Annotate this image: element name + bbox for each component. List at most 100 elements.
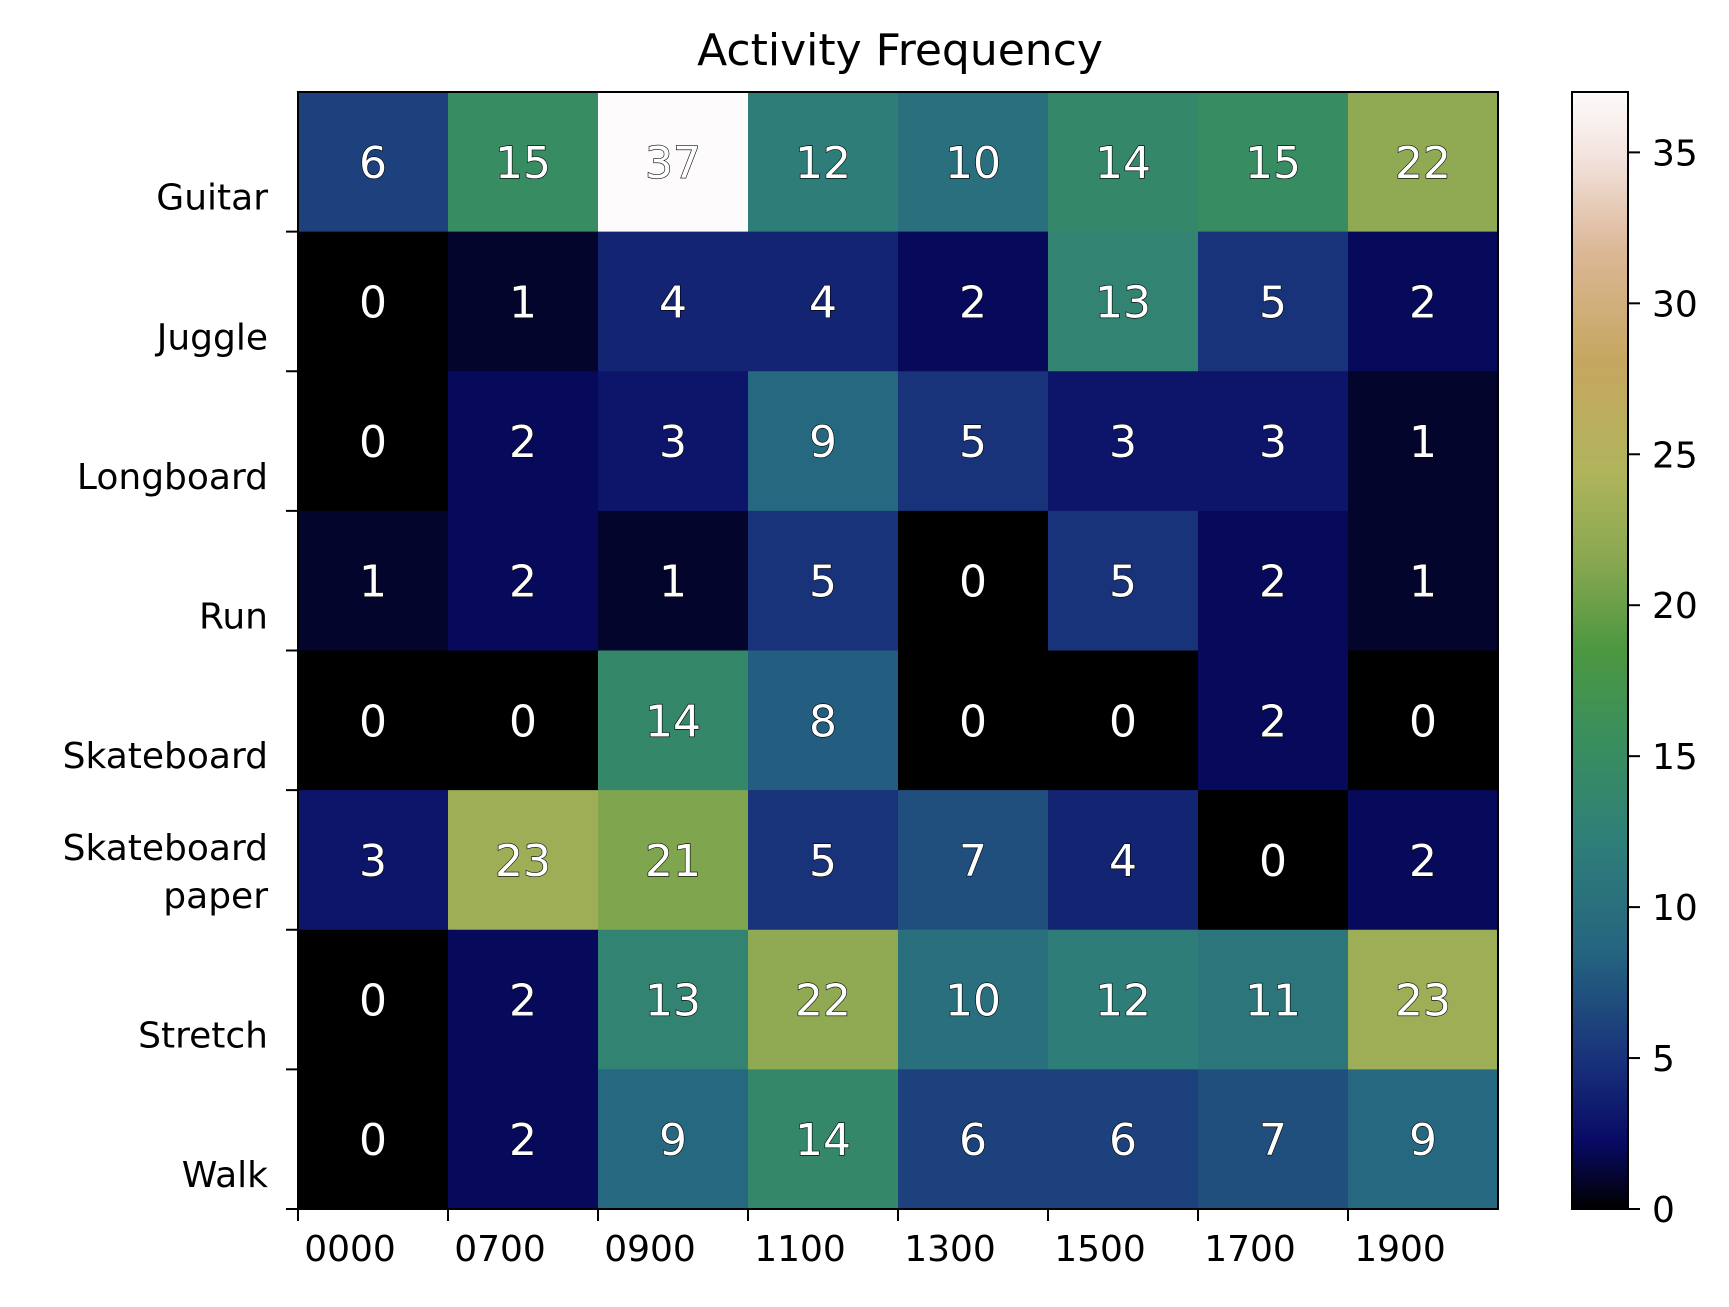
cell-value-label: 13 — [645, 976, 701, 1027]
cell-value-label: 2 — [1409, 277, 1437, 328]
heatmap-cell — [298, 790, 449, 931]
heatmap-cell-labels: 6 15 37 12 10 14 15 220 1 4 4 2 13 5 20 2 3 9 5 3 3 11 2 1 5 0 5 2 1… — [358, 137, 1451, 1167]
colorbar-tick-label: 0 — [1652, 1190, 1675, 1231]
cell-value-label: 37 — [645, 138, 701, 189]
heatmap-cell — [1198, 231, 1349, 372]
cell-value-label: 0 — [359, 976, 387, 1027]
heatmap-cell — [1198, 929, 1349, 1070]
x-tick-label: 0700 — [454, 1229, 546, 1270]
heatmap-cell — [1048, 510, 1199, 652]
cell-value-label: 0 — [959, 696, 987, 747]
cell-value-label: 2 — [1259, 557, 1287, 608]
heatmap-cell — [898, 371, 1049, 512]
y-tick-label: paper — [163, 876, 268, 917]
heatmap-cell — [1348, 231, 1499, 372]
heatmap-cell — [748, 371, 899, 512]
x-tick-label: 0000 — [304, 1229, 396, 1270]
heatmap-cell — [1348, 790, 1499, 931]
heatmap-cell — [1198, 650, 1349, 791]
cell-value-label: 14 — [795, 1115, 851, 1166]
x-tick-label: 1500 — [1054, 1229, 1146, 1270]
heatmap-cell — [1348, 371, 1499, 512]
x-tick-label: 1900 — [1354, 1229, 1446, 1270]
heatmap-cell — [1348, 929, 1499, 1070]
colorbar-gradient — [1572, 92, 1628, 1209]
cell-value-label: 6 — [1109, 1115, 1137, 1166]
cell-value-label: 2 — [1259, 696, 1287, 747]
y-tick-label: Longboard — [77, 457, 268, 498]
heatmap-cell — [598, 510, 749, 652]
cell-value-label: 14 — [1095, 138, 1151, 189]
y-tick-label: Walk — [182, 1155, 268, 1196]
colorbar: 0 5 10 15 20 25 30 35 — [1571, 91, 1698, 1231]
colorbar-tick-label: 30 — [1652, 284, 1698, 325]
cell-value-label: 3 — [1259, 417, 1287, 468]
cell-value-label: 15 — [1245, 138, 1301, 189]
heatmap-cell — [898, 929, 1049, 1070]
heatmap-cell — [748, 790, 899, 931]
cell-value-label: 0 — [509, 696, 537, 747]
heatmap-cell — [598, 790, 749, 931]
cell-value-label: 1 — [1409, 557, 1437, 608]
heatmap-cell — [748, 1069, 899, 1210]
colorbar-tick-label: 25 — [1652, 435, 1698, 476]
heatmap-cell — [598, 371, 749, 512]
cell-value-label: 1 — [509, 277, 537, 328]
cell-value-label: 9 — [1409, 1115, 1437, 1166]
cell-value-label: 3 — [359, 836, 387, 887]
cell-value-label: 4 — [1109, 836, 1137, 887]
heatmap-cell — [1348, 650, 1499, 791]
cell-value-label: 2 — [509, 417, 537, 468]
heatmap-cell — [448, 790, 599, 931]
heatmap-cell — [898, 92, 1049, 233]
heatmap-cell — [598, 929, 749, 1070]
cell-value-label: 7 — [1259, 1115, 1287, 1166]
cell-value-label: 2 — [1409, 836, 1437, 887]
y-axis: Guitar Juggle Longboard Run Skateboard Skateb… — [63, 178, 298, 1210]
heatmap-cell — [1048, 92, 1199, 233]
cell-value-label: 14 — [645, 696, 701, 747]
cell-value-label: 5 — [1259, 277, 1287, 328]
cell-value-label: 15 — [495, 138, 551, 189]
heatmap-cell — [1198, 1069, 1349, 1210]
cell-value-label: 11 — [1245, 976, 1301, 1027]
cell-value-label: 2 — [509, 1115, 537, 1166]
heatmap-cell — [298, 371, 449, 512]
colorbar-ticks: 0 5 10 15 20 25 30 35 — [1628, 133, 1698, 1231]
x-tick-label: 1100 — [754, 1229, 846, 1270]
heatmap-cell — [448, 510, 599, 652]
colorbar-tick-label: 20 — [1652, 586, 1698, 627]
heatmap-cell — [448, 92, 599, 233]
heatmap-cell — [1048, 650, 1199, 791]
cell-value-label: 7 — [959, 836, 987, 887]
cell-value-label: 21 — [645, 836, 701, 887]
colorbar-tick-label: 15 — [1652, 737, 1698, 778]
heatmap-cell — [298, 650, 449, 791]
colorbar-frame — [1571, 91, 1629, 1210]
heatmap-cell — [898, 650, 1049, 791]
heatmap-cell — [748, 231, 899, 372]
heatmap-cell — [1198, 510, 1349, 652]
cell-value-label: 0 — [1259, 836, 1287, 887]
cell-value-label: 10 — [945, 138, 1001, 189]
cell-value-label: 0 — [359, 277, 387, 328]
colorbar-tick-label: 10 — [1652, 888, 1698, 929]
y-tick-label: Skateboard — [63, 736, 268, 777]
y-tick-label: Skateboard — [63, 828, 268, 869]
cell-value-label: 1 — [1409, 417, 1437, 468]
cell-value-label: 13 — [1095, 277, 1151, 328]
cell-value-label: 0 — [1109, 696, 1137, 747]
heatmap-cells — [298, 92, 1499, 1210]
cell-value-label: 6 — [359, 138, 387, 189]
heatmap-cell — [298, 231, 449, 372]
cell-value-label: 6 — [959, 1115, 987, 1166]
x-tick-label: 1700 — [1204, 1229, 1296, 1270]
heatmap-cell — [1048, 790, 1199, 931]
cell-value-label: 5 — [959, 417, 987, 468]
cell-value-label: 9 — [659, 1115, 687, 1166]
cell-value-label: 5 — [809, 557, 837, 608]
heatmap-cell — [1048, 929, 1199, 1070]
heatmap-cell — [1048, 371, 1199, 512]
x-tick-label: 0900 — [604, 1229, 696, 1270]
